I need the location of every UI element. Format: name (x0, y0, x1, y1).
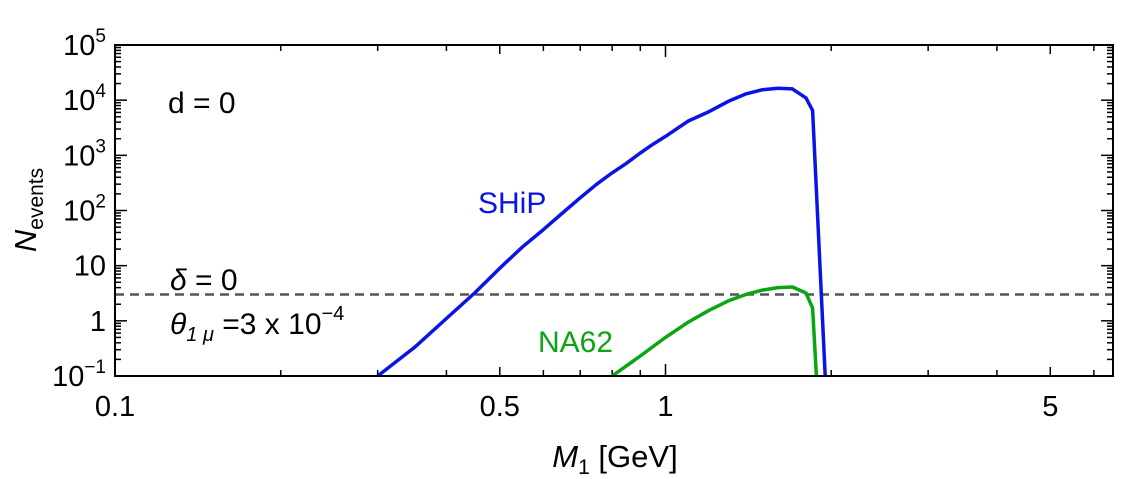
y-tick-label: 10 (74, 251, 106, 283)
y-tick-label: 10−1 (52, 357, 106, 393)
ship-series-label: SHiP (478, 187, 546, 220)
d-annotation: d = 0 (168, 87, 236, 120)
na62-curve (611, 285, 819, 376)
delta-annotation: δ = 0 (170, 264, 238, 297)
x-tick-label: 1 (657, 391, 673, 423)
theta-annotation: θ1 μ =3 x 10−4 (170, 303, 344, 346)
x-axis-label: M1 [GeV] (552, 439, 677, 479)
plot-frame (114, 44, 1114, 377)
y-tick-label: 104 (63, 81, 106, 117)
na62-series-label: NA62 (538, 326, 613, 359)
y-tick-labels: 10−1 1 10 102 103 104 105 (52, 26, 106, 393)
x-tick-label: 0.5 (480, 391, 520, 423)
y-tick-label: 103 (63, 136, 106, 172)
y-tick-label: 105 (63, 26, 106, 62)
x-tick-labels: 0.1 0.5 1 5 (95, 391, 1059, 423)
ship-curve (376, 86, 827, 376)
x-tick-label: 5 (1042, 391, 1058, 423)
x-tick-label: 0.1 (95, 391, 135, 423)
y-tick-label: 1 (90, 306, 106, 338)
y-tick-label: 102 (63, 192, 106, 228)
y-axis-label: Nevents (8, 168, 48, 252)
